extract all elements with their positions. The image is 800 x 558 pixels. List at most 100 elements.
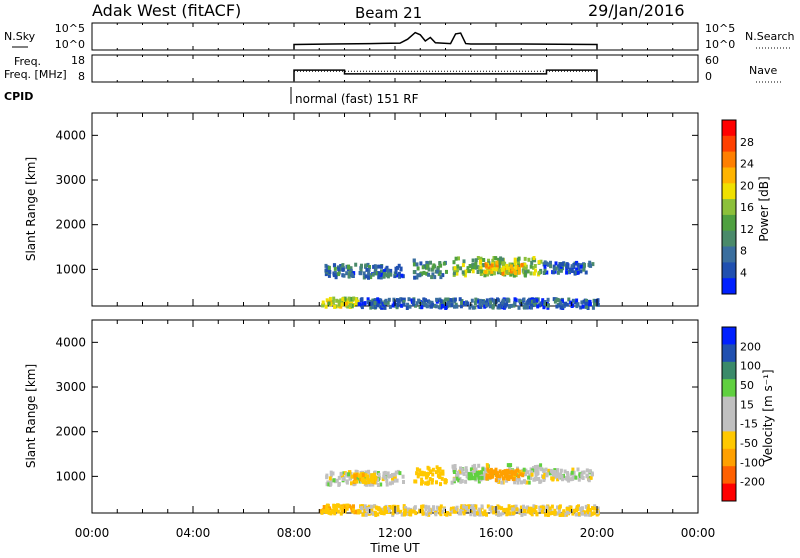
scatter-cell: [585, 301, 588, 306]
scatter-cell: [457, 511, 461, 516]
scatter-cell: [576, 505, 580, 510]
scatter-cell: [443, 480, 447, 484]
scatter-cell: [534, 505, 538, 510]
scatter-cell: [334, 275, 338, 280]
scatter-cell: [592, 511, 596, 516]
scatter-cell: [558, 513, 562, 517]
scatter-cell: [350, 296, 354, 301]
scatter-cell: [376, 297, 380, 302]
colorbar-tick-label: -15: [740, 418, 758, 431]
scatter-cell: [509, 475, 513, 480]
scatter-cell: [536, 477, 539, 481]
colorbar-tick-label: 50: [740, 379, 754, 392]
scatter-cell: [324, 304, 328, 309]
scatter-cell: [412, 270, 416, 275]
scatter-cell: [415, 471, 419, 476]
scatter-cell: [585, 304, 588, 309]
scatter-cell: [482, 263, 486, 267]
scatter-cell: [556, 474, 560, 479]
scatter-cell: [354, 297, 358, 302]
scatter-cell: [592, 298, 596, 303]
scatter-cell: [514, 469, 518, 474]
scatter-cell: [372, 511, 376, 516]
scatter-cell: [420, 477, 424, 482]
scatter-cell: [591, 506, 594, 511]
scatter-cell: [499, 512, 503, 517]
scatter-cell: [387, 297, 391, 302]
scatter-cell: [529, 271, 533, 276]
scatter-cell: [486, 272, 490, 277]
scatter-cell: [571, 476, 575, 481]
scatter-cell: [485, 476, 489, 481]
scatter-cell: [337, 272, 341, 277]
scatter-cell: [422, 270, 426, 275]
scatter-cell: [530, 470, 534, 475]
scatter-cell: [450, 480, 454, 485]
scatter-cell: [461, 263, 465, 268]
scatter-cell: [539, 259, 543, 264]
scatter-cell: [497, 303, 501, 308]
power-colorbar: 4 8 12 16 20 24 28: [721, 119, 754, 295]
time-axis: 00:00 04:00 08:00 12:00 16:00 20:00 00:00: [75, 23, 715, 540]
scatter-cell: [465, 474, 469, 479]
scatter-cell: [553, 470, 556, 474]
scatter-cell: [432, 263, 436, 268]
scatter-cell: [360, 263, 363, 268]
scatter-cell: [360, 305, 364, 310]
scatter-cell: [524, 270, 528, 275]
scatter-cell: [391, 504, 395, 509]
scatter-cell: [400, 273, 404, 278]
scatter-cell: [417, 298, 421, 303]
scatter-cell: [517, 261, 520, 266]
velocity-panel: 1000 2000 3000 4000 Slant Range [km] -200 -1…: [24, 319, 775, 517]
scatter-cell: [559, 268, 563, 273]
scatter-cell: [397, 299, 401, 303]
scatter-cell: [579, 269, 583, 274]
scatter-cell: [446, 511, 449, 515]
scatter-cell: [501, 298, 505, 303]
scatter-cell: [532, 299, 536, 303]
scatter-cell: [505, 266, 509, 270]
scatter-cell: [439, 275, 443, 280]
scatter-cell: [439, 263, 443, 268]
scatter-cell: [485, 512, 488, 517]
scatter-cell: [464, 466, 468, 471]
scatter-cell: [556, 468, 560, 473]
colorbar-tick-label: 200: [740, 340, 761, 353]
scatter-cell: [522, 467, 526, 472]
scatter-cell: [555, 304, 559, 309]
scatter-cell: [557, 267, 561, 272]
scatter-cell: [549, 468, 553, 473]
scatter-cell: [409, 512, 413, 517]
scatter-cell: [559, 301, 563, 306]
scatter-cell: [503, 469, 507, 474]
scatter-cell: [353, 476, 357, 481]
colorbar-tick-label: 24: [740, 158, 754, 171]
scatter-cell: [333, 266, 337, 271]
scatter-cell: [365, 507, 369, 512]
scatter-cell: [517, 477, 521, 482]
velocity-cells: [319, 463, 600, 517]
scatter-cell: [522, 270, 526, 275]
scatter-cell: [402, 302, 406, 307]
scatter-cell: [472, 305, 475, 310]
scatter-cell: [519, 505, 523, 510]
scatter-cell: [392, 297, 396, 302]
scatter-cell: [584, 504, 588, 509]
scatter-cell: [468, 269, 471, 274]
colorbar-segment: [722, 199, 736, 216]
colorbar-tick-label: 100: [740, 360, 761, 373]
scatter-cell: [374, 505, 378, 510]
scatter-cell: [440, 303, 444, 308]
y-tick-label: 3000: [55, 380, 86, 394]
scatter-cell: [479, 272, 483, 276]
date-title: 29/Jan/2016: [588, 1, 685, 20]
scatter-cell: [452, 509, 456, 514]
scatter-cell: [396, 508, 400, 512]
scatter-cell: [376, 483, 380, 487]
scatter-cell: [586, 504, 590, 509]
scatter-cell: [329, 470, 333, 475]
scatter-cell: [396, 265, 399, 270]
scatter-cell: [513, 480, 517, 485]
scatter-cell: [413, 505, 417, 510]
